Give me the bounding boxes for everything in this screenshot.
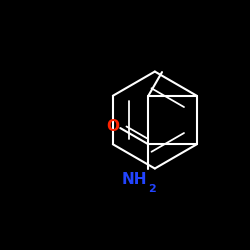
Text: NH: NH (122, 172, 147, 186)
Text: 2: 2 (148, 184, 156, 194)
Text: O: O (106, 119, 119, 134)
